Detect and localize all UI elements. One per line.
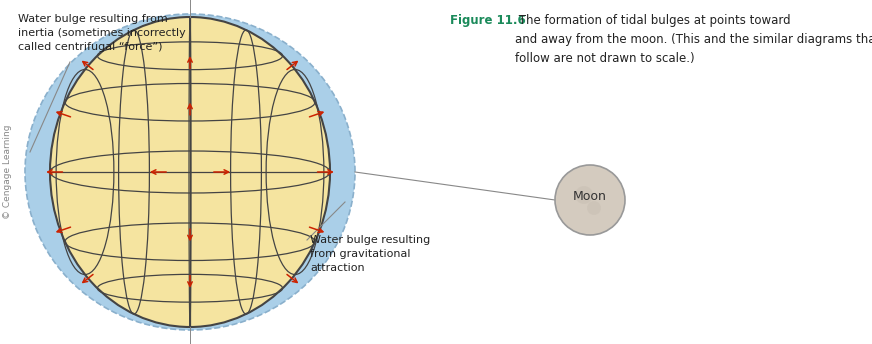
Text: The formation of tidal bulges at points toward
and away from the moon. (This and: The formation of tidal bulges at points …: [515, 14, 872, 65]
Circle shape: [575, 186, 593, 204]
Ellipse shape: [50, 17, 330, 327]
Text: Water bulge resulting
from gravitational
attraction: Water bulge resulting from gravitational…: [310, 235, 430, 273]
Text: Moon: Moon: [573, 191, 607, 204]
Circle shape: [587, 201, 601, 215]
Ellipse shape: [25, 14, 355, 330]
Text: Water bulge resulting from
inertia (sometimes incorrectly
called centrifugal “fo: Water bulge resulting from inertia (some…: [18, 14, 186, 52]
Text: Figure 11.6: Figure 11.6: [450, 14, 526, 27]
Text: © Cengage Learning: © Cengage Learning: [3, 125, 12, 219]
Circle shape: [555, 165, 625, 235]
